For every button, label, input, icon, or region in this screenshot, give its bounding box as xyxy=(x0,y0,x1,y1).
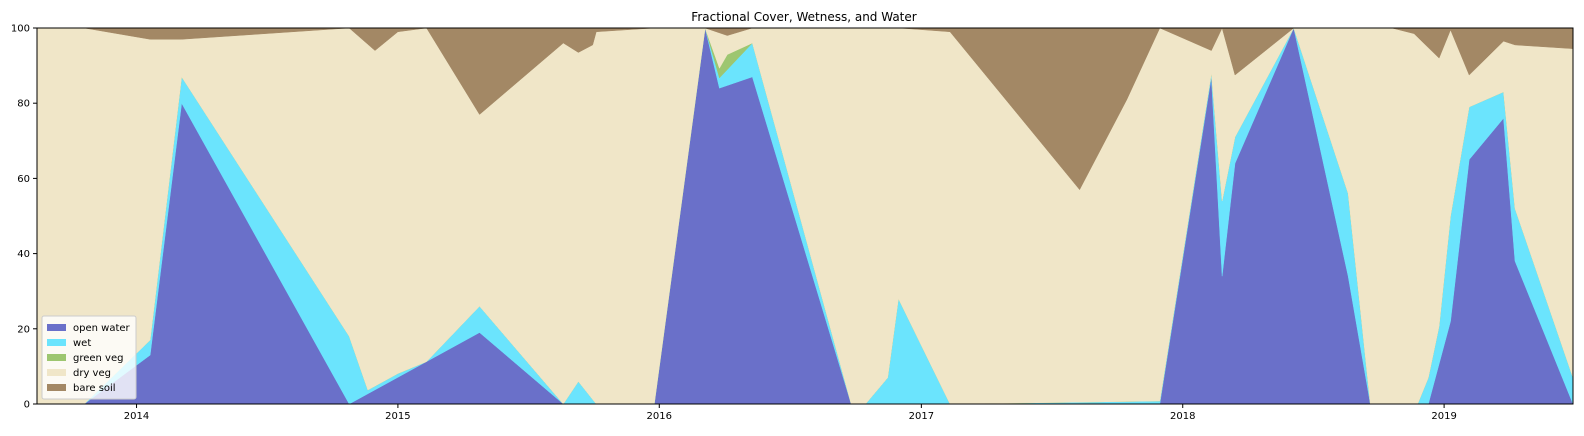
legend-label-bare-soil: bare soil xyxy=(73,383,116,394)
plot-frame xyxy=(36,27,1574,405)
legend-label-wet: wet xyxy=(73,338,91,349)
legend-swatch-dry-veg xyxy=(47,369,66,376)
x-tick-label-2017: 2017 xyxy=(909,411,934,422)
x-tick-label-2015: 2015 xyxy=(385,411,410,422)
x-tick-label-2016: 2016 xyxy=(647,411,672,422)
legend-label-open-water: open water xyxy=(73,323,131,334)
legend: open water wet green veg dry veg bare soil xyxy=(41,315,137,400)
legend-label-green-veg: green veg xyxy=(73,353,123,364)
y-tick-label-20: 20 xyxy=(17,324,30,335)
x-axis: 2014 2015 2016 2017 2018 2019 xyxy=(124,404,1457,422)
y-tick-label-60: 60 xyxy=(17,174,30,185)
y-tick-label-100: 100 xyxy=(11,24,30,35)
legend-swatch-green-veg xyxy=(47,354,66,361)
y-tick-label-80: 80 xyxy=(17,99,30,110)
legend-label-dry-veg: dry veg xyxy=(73,368,111,379)
y-tick-label-40: 40 xyxy=(17,249,30,260)
legend-swatch-bare-soil xyxy=(47,384,66,391)
y-tick-label-0: 0 xyxy=(24,400,30,411)
legend-swatch-open-water xyxy=(47,324,66,331)
x-tick-label-2019: 2019 xyxy=(1431,411,1456,422)
y-axis: 0 20 40 60 80 100 xyxy=(11,24,37,411)
area-layers xyxy=(36,27,1574,405)
x-tick-label-2018: 2018 xyxy=(1170,411,1195,422)
chart-title: Fractional Cover, Wetness, and Water xyxy=(691,10,916,24)
legend-swatch-wet xyxy=(47,339,66,346)
x-tick-label-2014: 2014 xyxy=(124,411,149,422)
legend-box xyxy=(41,315,137,400)
